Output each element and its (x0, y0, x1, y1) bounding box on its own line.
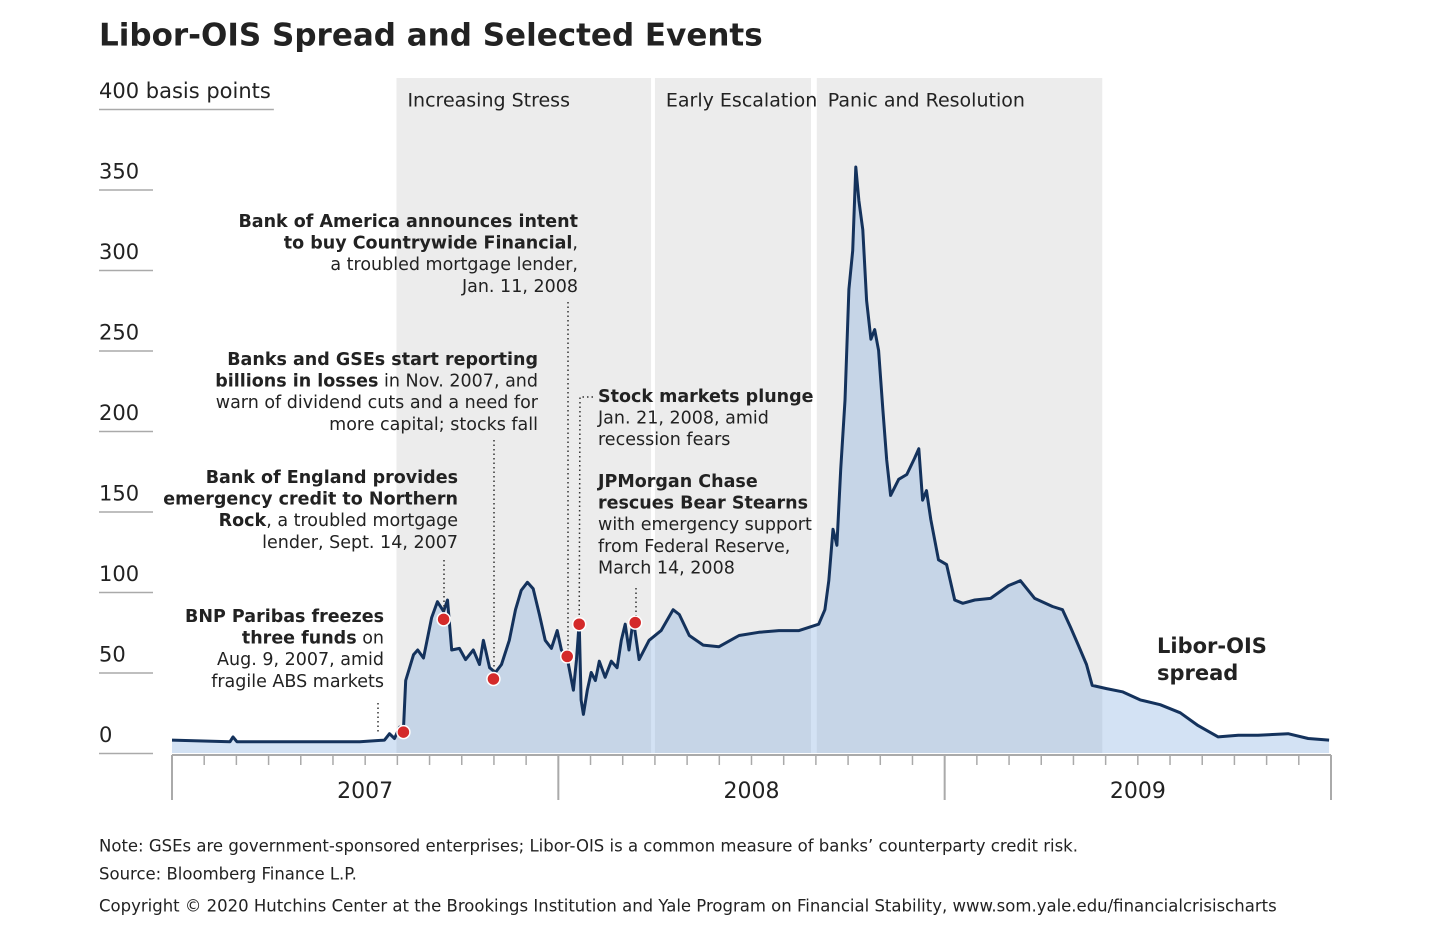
annotation-text: Stock markets plunge (598, 387, 814, 407)
note: Note: GSEs are government-sponsored ente… (99, 837, 1078, 856)
region-label: Early Escalation (666, 90, 817, 112)
event-dot (559, 649, 575, 664)
annotation-line: March 14, 2008 (598, 558, 735, 578)
event-dot (627, 615, 643, 630)
line (171, 165, 1330, 744)
region-label: Panic and Resolution (828, 90, 1025, 112)
annotation-line: Bank of America announces intent (238, 212, 578, 232)
annotation-line: with emergency support (598, 515, 812, 535)
annotation-line: more capital; stocks fall (329, 415, 538, 435)
series-label-line: Libor-OIS (1157, 634, 1267, 658)
annotation-text: recession fears (598, 430, 730, 450)
annotation-line: JPMorgan Chase (597, 472, 758, 492)
annotation-text: Jan. 11, 2008 (461, 277, 578, 297)
y-tick-label: 300 (99, 240, 139, 264)
annotation-text: a troubled mortgage lender, (330, 255, 578, 275)
y-tick-label: 50 (99, 643, 126, 667)
annotation-line: emergency credit to Northern (163, 490, 458, 510)
annotation-line: BNP Paribas freezes (185, 607, 384, 627)
annotation-text: on (357, 629, 384, 649)
region (816, 78, 1103, 753)
annotation-line: Jan. 11, 2008 (461, 277, 578, 297)
annotation-text: BNP Paribas freezes (185, 607, 384, 627)
annotation-line: Rock, a troubled mortgage (219, 511, 458, 531)
annotation-text: Aug. 9, 2007, amid (217, 650, 384, 670)
annotation-line: fragile ABS markets (211, 672, 384, 692)
annotation-text: Bank of America announces intent (238, 212, 578, 232)
annotation-line: Jan. 21, 2008, amid (597, 409, 769, 429)
annotation-text: more capital; stocks fall (329, 415, 538, 435)
x-tick-label: 2008 (724, 779, 780, 804)
y-tick-label: 150 (99, 482, 139, 506)
series-label: Libor-OIS spread (1157, 634, 1267, 685)
event-dot (396, 724, 411, 740)
event-dot (486, 671, 501, 687)
y-tick-label: 350 (99, 160, 139, 184)
annotation-text: , a troubled mortgage (266, 511, 458, 531)
annotation-line: from Federal Reserve, (598, 537, 790, 557)
event-dot (571, 616, 587, 632)
source: Source: Bloomberg Finance L.P. (99, 865, 357, 884)
annotation-text: in Nov. 2007, and (378, 372, 538, 392)
annotation-text: with emergency support (598, 515, 812, 535)
annotation-text: fragile ABS markets (211, 672, 384, 692)
annotation-text: billions in losses (215, 372, 378, 392)
annotation-text: Rock (219, 511, 267, 531)
y-tick-label: 400 basis points (99, 79, 271, 103)
copyright: Copyright © 2020 Hutchins Center at the … (99, 897, 1277, 916)
annotation-text: lender, Sept. 14, 2007 (262, 533, 458, 553)
annotation-text: March 14, 2008 (598, 558, 735, 578)
annotation-line: Banks and GSEs start reporting (227, 350, 538, 370)
annotation-line: Aug. 9, 2007, amid (217, 650, 384, 670)
annotation-text: emergency credit to Northern (163, 490, 458, 510)
x-tick-label: 2009 (1110, 779, 1166, 804)
annotation-text: warn of dividend cuts and a need for (216, 393, 539, 413)
region-label: Increasing Stress (407, 90, 570, 112)
y-tick-label: 0 (99, 723, 112, 747)
y-tick-label: 200 (99, 401, 139, 425)
annotation-text: Jan. 21, 2008, amid (597, 409, 769, 429)
annotation-line: lender, Sept. 14, 2007 (262, 533, 458, 553)
y-tick-label: 100 (99, 562, 139, 586)
series-label-line: spread (1157, 661, 1238, 685)
annotation-text: , (572, 234, 578, 254)
annotation-text: Bank of England provides (206, 468, 458, 488)
event-dot (436, 612, 451, 627)
area (172, 167, 1330, 753)
annotation-line: warn of dividend cuts and a need for (216, 393, 539, 413)
annotation-text: three funds (242, 629, 357, 649)
annotation-line: a troubled mortgage lender, (330, 255, 578, 275)
annotation-line: billions in losses in Nov. 2007, and (215, 372, 538, 392)
annotation-line: to buy Countrywide Financial, (284, 234, 578, 254)
annotation-line: three funds on (242, 629, 384, 649)
annotation-text: rescues Bear Stearns (598, 494, 808, 514)
chart-title: Libor-OIS Spread and Selected Events (99, 18, 763, 54)
annotation-text: from Federal Reserve, (598, 537, 790, 557)
annotation-text: to buy Countrywide Financial (284, 234, 573, 254)
x-tick-label: 2007 (337, 779, 393, 804)
annotation-line: Stock markets plunge (598, 387, 814, 407)
annotation-text: Banks and GSEs start reporting (227, 350, 538, 370)
annotation-line: Bank of England provides (206, 468, 458, 488)
annotation-line: rescues Bear Stearns (598, 494, 808, 514)
y-tick-label: 250 (99, 321, 139, 345)
region (396, 78, 652, 753)
annotation-text: JPMorgan Chase (597, 472, 758, 492)
annotation-line: recession fears (598, 430, 730, 450)
